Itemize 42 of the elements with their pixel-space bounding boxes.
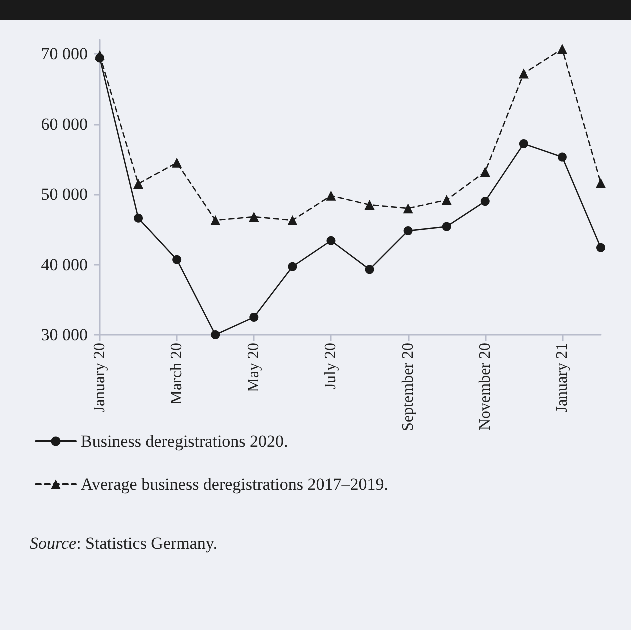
point bbox=[249, 212, 260, 222]
point bbox=[326, 236, 336, 246]
y-tick-label: 30 000 bbox=[41, 326, 88, 344]
point bbox=[172, 158, 182, 168]
point bbox=[250, 312, 259, 322]
point bbox=[596, 178, 606, 188]
y-tick-label: 40 000 bbox=[41, 255, 88, 274]
legend-label: Business deregistrations 2020. bbox=[81, 432, 288, 451]
source-note: Source: Statistics Germany. bbox=[30, 534, 218, 553]
point bbox=[288, 216, 298, 226]
x-tick-label: January 20 bbox=[92, 343, 108, 413]
point bbox=[365, 265, 374, 274]
point bbox=[211, 330, 220, 340]
x-tick-label: July 20 bbox=[322, 343, 340, 390]
point bbox=[442, 195, 452, 206]
point bbox=[596, 243, 606, 252]
point bbox=[172, 255, 182, 264]
point bbox=[404, 226, 413, 236]
point bbox=[442, 222, 452, 232]
y-tick-label: 70 000 bbox=[41, 44, 88, 64]
point bbox=[326, 190, 336, 201]
point bbox=[134, 178, 144, 189]
point bbox=[518, 68, 529, 79]
y-tick-label: 60 000 bbox=[41, 114, 88, 134]
point bbox=[480, 197, 490, 206]
y-tick-label: 50 000 bbox=[41, 185, 88, 204]
legend-label: Average business deregistrations 2017–2019. bbox=[81, 475, 389, 494]
x-tick-label: September 20 bbox=[400, 343, 417, 432]
point bbox=[558, 152, 567, 162]
point bbox=[134, 214, 144, 223]
x-tick-label: May 20 bbox=[246, 343, 263, 392]
point bbox=[95, 50, 105, 60]
point bbox=[364, 200, 375, 210]
x-tick-label: March 20 bbox=[168, 343, 186, 405]
x-tick-label: January 21 bbox=[554, 343, 571, 413]
point bbox=[519, 139, 528, 148]
point bbox=[288, 262, 298, 272]
x-tick-label: November 20 bbox=[476, 343, 494, 431]
point bbox=[480, 167, 490, 178]
point bbox=[557, 44, 568, 54]
point bbox=[403, 204, 414, 214]
point bbox=[210, 216, 221, 226]
